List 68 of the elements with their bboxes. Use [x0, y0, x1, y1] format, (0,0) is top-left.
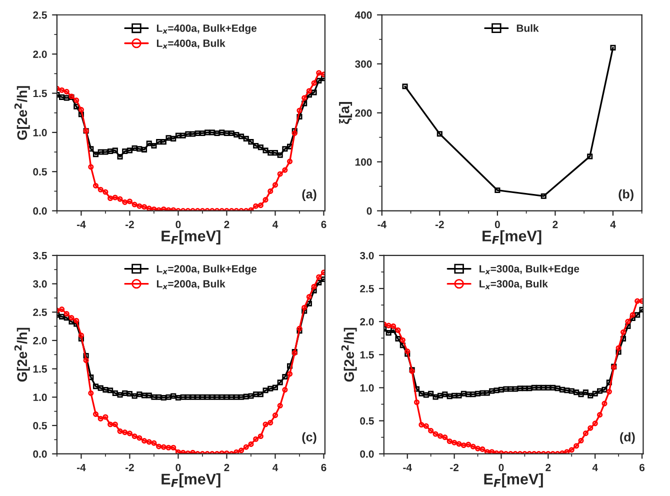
y-tick-label: 1.0 [33, 128, 47, 136]
legend-label: Bulk [516, 24, 539, 32]
y-axis-title: ξ[a] [339, 102, 352, 124]
x-tick-label: -4 [403, 464, 412, 472]
x-axis-title: E$_{F}$[meV] [484, 473, 543, 488]
x-tick-label: 6 [640, 464, 645, 472]
x-tick-label: -2 [450, 464, 459, 472]
y-tick-label: 1.5 [33, 365, 47, 373]
y-tick-label: 2.0 [360, 318, 374, 326]
x-axis-title: E$_{F}$[meV] [482, 230, 542, 244]
annotation: (b) [618, 189, 634, 202]
x-tick-label: 0 [176, 220, 181, 228]
x-tick-label: 4 [272, 464, 278, 472]
x-axis-title: E$_{F}$[meV] [162, 473, 220, 488]
y-tick-label: 2.5 [33, 11, 47, 19]
y-tick-label: 1.5 [33, 90, 47, 98]
y-tick-label: 100 [355, 158, 372, 166]
y-axis-title: G[2e$^{2}$/h] [14, 328, 30, 382]
x-tick-label: -2 [125, 464, 134, 472]
y-tick-label: 0.0 [33, 207, 47, 215]
x-tick-label: 2 [224, 220, 230, 228]
y-tick-label: 0.0 [33, 450, 47, 458]
y-tick-label: 3.0 [32, 280, 47, 288]
y-tick-label: 2.5 [33, 308, 47, 316]
y-tick-label: 3.5 [32, 252, 47, 260]
legend-label: L$_{x}$=300a, Bulk [480, 280, 548, 290]
x-axis-title: E$_{F}$[meV] [162, 230, 220, 244]
legend-label: L$_{x}$=200a, Bulk [156, 280, 226, 290]
legend-label: L$_{x}$=300a, Bulk+Edge [480, 264, 580, 275]
x-tick-label: 0 [494, 220, 500, 228]
y-axis-title: G[2e$^{2}$/h] [14, 86, 30, 140]
legend-label: L$_{x}$=200a, Bulk+Edge [156, 264, 257, 275]
y-tick-label: 0.5 [33, 422, 47, 430]
x-tick-label: 6 [321, 220, 326, 228]
y-tick-label: 300 [355, 60, 372, 68]
y-tick-label: 2.5 [360, 285, 374, 292]
y-tick-label: 0.5 [360, 417, 374, 425]
annotation: (a) [302, 189, 316, 202]
y-tick-label: 200 [355, 109, 372, 117]
legend-label: L$_{x}$=400a, Bulk+Edge [156, 24, 257, 34]
x-tick-label: -2 [435, 220, 444, 228]
legend-label: L$_{x}$=400a, Bulk [156, 39, 226, 49]
y-tick-label: 2.0 [33, 50, 47, 58]
x-tick-label: 2 [552, 220, 558, 228]
x-tick-label: 4 [610, 220, 616, 228]
x-tick-label: 4 [272, 220, 278, 228]
y-tick-label: 0 [366, 207, 372, 215]
y-tick-label: 3.0 [360, 252, 374, 260]
x-tick-label: -2 [125, 220, 134, 228]
x-tick-label: -4 [76, 220, 86, 228]
y-tick-label: 1.0 [33, 394, 47, 402]
x-tick-label: 6 [321, 464, 326, 472]
y-tick-label: 1.5 [360, 351, 374, 359]
x-tick-label: -4 [378, 220, 386, 228]
x-tick-label: 0 [498, 464, 504, 472]
y-tick-label: 0.0 [360, 450, 374, 458]
x-tick-label: -4 [76, 464, 86, 472]
x-tick-label: 2 [224, 464, 230, 472]
x-tick-label: 4 [592, 464, 598, 472]
x-tick-label: 2 [546, 464, 551, 472]
x-tick-label: 0 [176, 464, 181, 472]
annotation: (c) [302, 432, 316, 444]
y-tick-label: 2.0 [33, 336, 47, 344]
annotation: (d) [620, 432, 635, 444]
y-tick-label: 0.5 [33, 168, 47, 176]
y-tick-label: 400 [354, 11, 372, 19]
y-tick-label: 1.0 [360, 384, 374, 392]
y-axis-title: G[2e$^{2}$/h] [341, 328, 357, 382]
